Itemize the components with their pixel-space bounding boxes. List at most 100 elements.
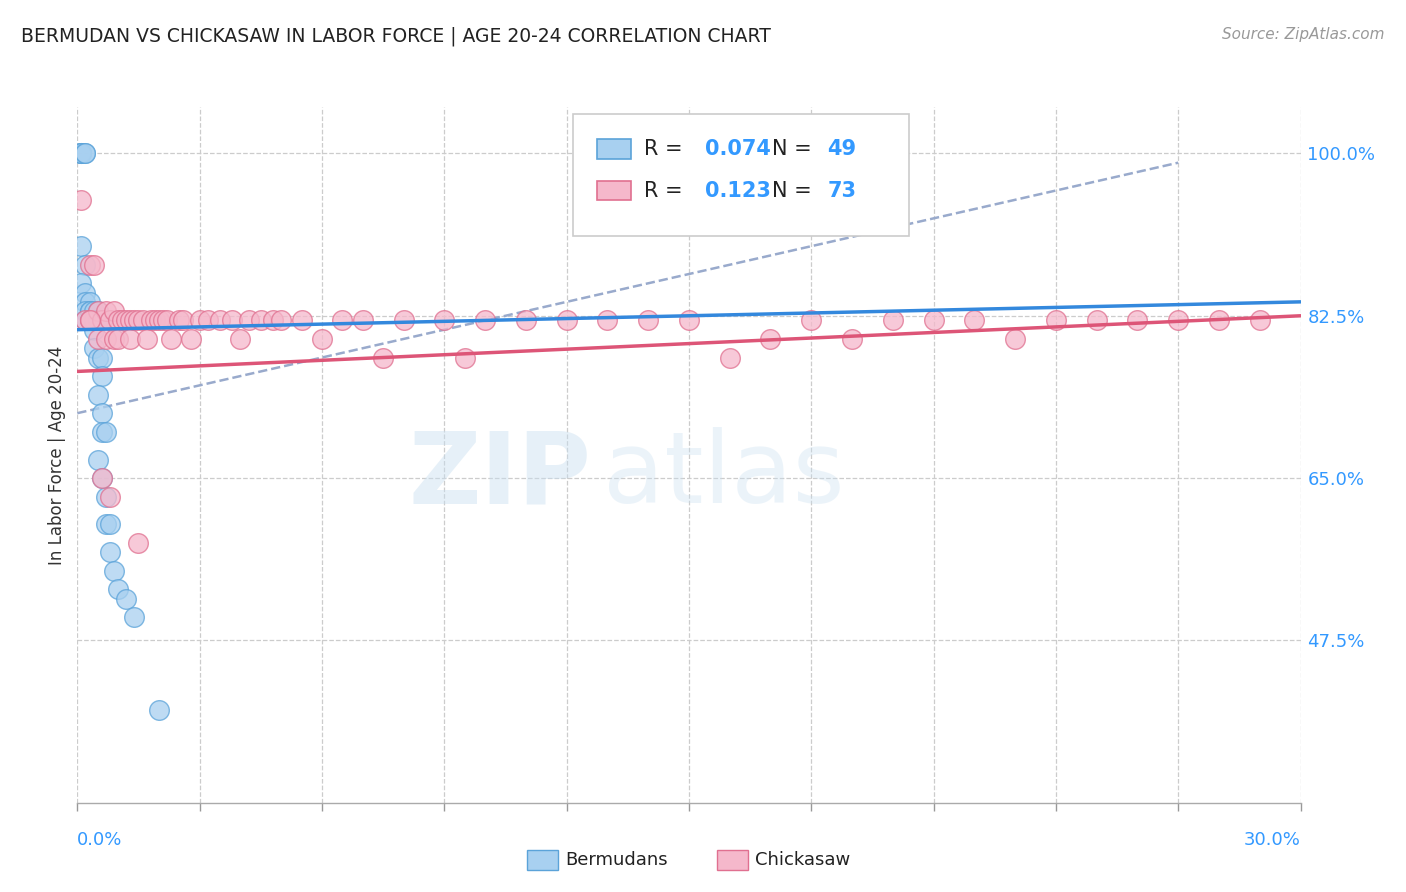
Point: [75, 304, 97, 318]
Point: [90, 406, 112, 420]
Point: [87, 313, 110, 327]
Point: [250, 313, 273, 327]
Point: [882, 313, 904, 327]
Point: [124, 610, 146, 624]
Point: [718, 351, 741, 365]
Point: [392, 313, 415, 327]
Text: Source: ZipAtlas.com: Source: ZipAtlas.com: [1222, 27, 1385, 42]
Point: [83, 258, 105, 272]
Point: [135, 332, 157, 346]
Point: [111, 313, 134, 327]
Point: [120, 313, 142, 327]
Point: [103, 304, 125, 318]
Point: [87, 313, 110, 327]
Point: [90, 351, 112, 365]
Point: [70, 146, 93, 161]
Point: [98, 313, 121, 327]
Point: [759, 332, 782, 346]
Point: [169, 313, 191, 327]
Point: [922, 313, 945, 327]
Text: ZIP: ZIP: [408, 427, 591, 524]
Point: [678, 313, 700, 327]
Point: [75, 313, 97, 327]
Text: BERMUDAN VS CHICKASAW IN LABOR FORCE | AGE 20-24 CORRELATION CHART: BERMUDAN VS CHICKASAW IN LABOR FORCE | A…: [21, 27, 770, 46]
Point: [124, 313, 146, 327]
Point: [311, 332, 333, 346]
Text: 30.0%: 30.0%: [1244, 830, 1301, 848]
Text: 0.123: 0.123: [704, 180, 770, 201]
Point: [128, 313, 150, 327]
Point: [148, 313, 170, 327]
Point: [75, 258, 97, 272]
Point: [87, 304, 110, 318]
Point: [70, 239, 93, 253]
Point: [291, 313, 314, 327]
Point: [1004, 332, 1026, 346]
Point: [596, 313, 619, 327]
Point: [90, 313, 112, 327]
Point: [79, 313, 101, 327]
Point: [94, 425, 117, 439]
Text: 0.074: 0.074: [704, 139, 770, 159]
Point: [90, 471, 112, 485]
Point: [1126, 313, 1149, 327]
Point: [98, 490, 121, 504]
Point: [79, 313, 101, 327]
Point: [79, 258, 101, 272]
Text: R =: R =: [644, 139, 689, 159]
Point: [79, 304, 101, 318]
Point: [75, 294, 97, 309]
Point: [474, 313, 496, 327]
Text: Chickasaw: Chickasaw: [755, 851, 851, 869]
Point: [1249, 313, 1271, 327]
Point: [70, 146, 93, 161]
Point: [94, 304, 117, 318]
Point: [139, 313, 162, 327]
Point: [90, 313, 112, 327]
Point: [800, 313, 823, 327]
Point: [156, 313, 179, 327]
Text: atlas: atlas: [603, 427, 845, 524]
Point: [90, 369, 112, 384]
Point: [79, 313, 101, 327]
Point: [107, 582, 129, 597]
Point: [197, 313, 219, 327]
Point: [90, 425, 112, 439]
Point: [238, 313, 260, 327]
Point: [221, 313, 243, 327]
Point: [352, 313, 374, 327]
Point: [555, 313, 578, 327]
Point: [332, 313, 354, 327]
Point: [371, 351, 394, 365]
Text: 49: 49: [827, 139, 856, 159]
Text: 73: 73: [827, 180, 856, 201]
Point: [79, 313, 101, 327]
Point: [180, 332, 202, 346]
Point: [90, 471, 112, 485]
Point: [172, 313, 194, 327]
Point: [1045, 313, 1067, 327]
FancyBboxPatch shape: [572, 114, 910, 235]
Point: [75, 146, 97, 161]
Point: [79, 304, 101, 318]
Point: [83, 323, 105, 337]
Point: [87, 304, 110, 318]
Point: [107, 313, 129, 327]
Point: [433, 313, 456, 327]
Point: [103, 564, 125, 578]
Point: [148, 703, 170, 717]
Point: [70, 277, 93, 291]
Text: N =: N =: [772, 139, 818, 159]
Point: [94, 332, 117, 346]
Point: [75, 313, 97, 327]
Point: [454, 351, 477, 365]
Point: [75, 146, 97, 161]
Point: [83, 341, 105, 355]
Text: Bermudans: Bermudans: [565, 851, 668, 869]
Y-axis label: In Labor Force | Age 20-24: In Labor Force | Age 20-24: [48, 345, 66, 565]
Point: [115, 313, 138, 327]
Point: [83, 313, 105, 327]
Point: [87, 452, 110, 467]
FancyBboxPatch shape: [598, 181, 631, 201]
Point: [841, 332, 863, 346]
